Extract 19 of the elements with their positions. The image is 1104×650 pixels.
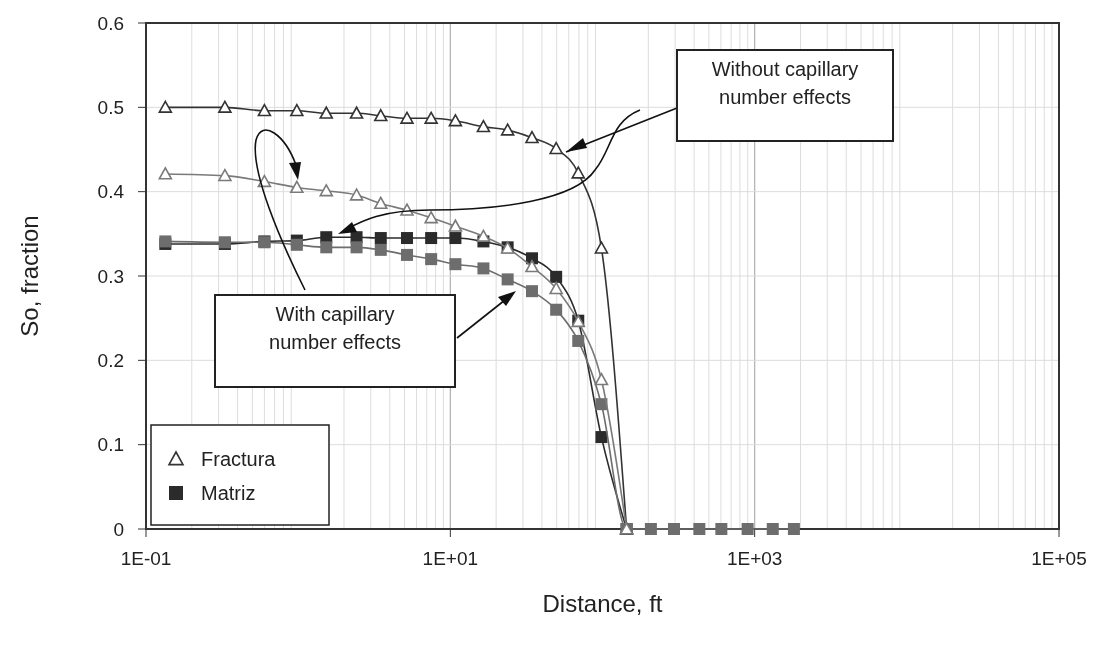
x-tick-label: 1E+03 [726,548,783,569]
legend-label: Fractura [201,448,277,470]
y-tick-label: 0.3 [97,265,124,287]
annotation: Without capillary number effects [711,57,859,108]
legend-label: Matriz [201,482,256,504]
y-tick-label: 0.5 [97,96,124,118]
y-tick-label: 0.6 [97,12,124,34]
y-tick-label: 0.1 [97,434,124,456]
y-tick-label: 0.4 [97,181,125,203]
x-axis-title: Distance, ft [542,590,663,617]
x-tick-label: 1E-01 [120,548,172,569]
x-tick-label: 1E+01 [422,548,479,569]
callout-box: With capillary number effects [214,294,456,388]
annotation: With capillary number effects [269,303,401,353]
y-tick-label: 0.2 [97,349,124,371]
x-tick-label: 1E+05 [1031,548,1087,569]
y-tick-label: 0 [113,518,124,540]
y-axis-title: So, fraction [16,215,43,337]
callout-box: Without capillary number effects [676,49,894,142]
